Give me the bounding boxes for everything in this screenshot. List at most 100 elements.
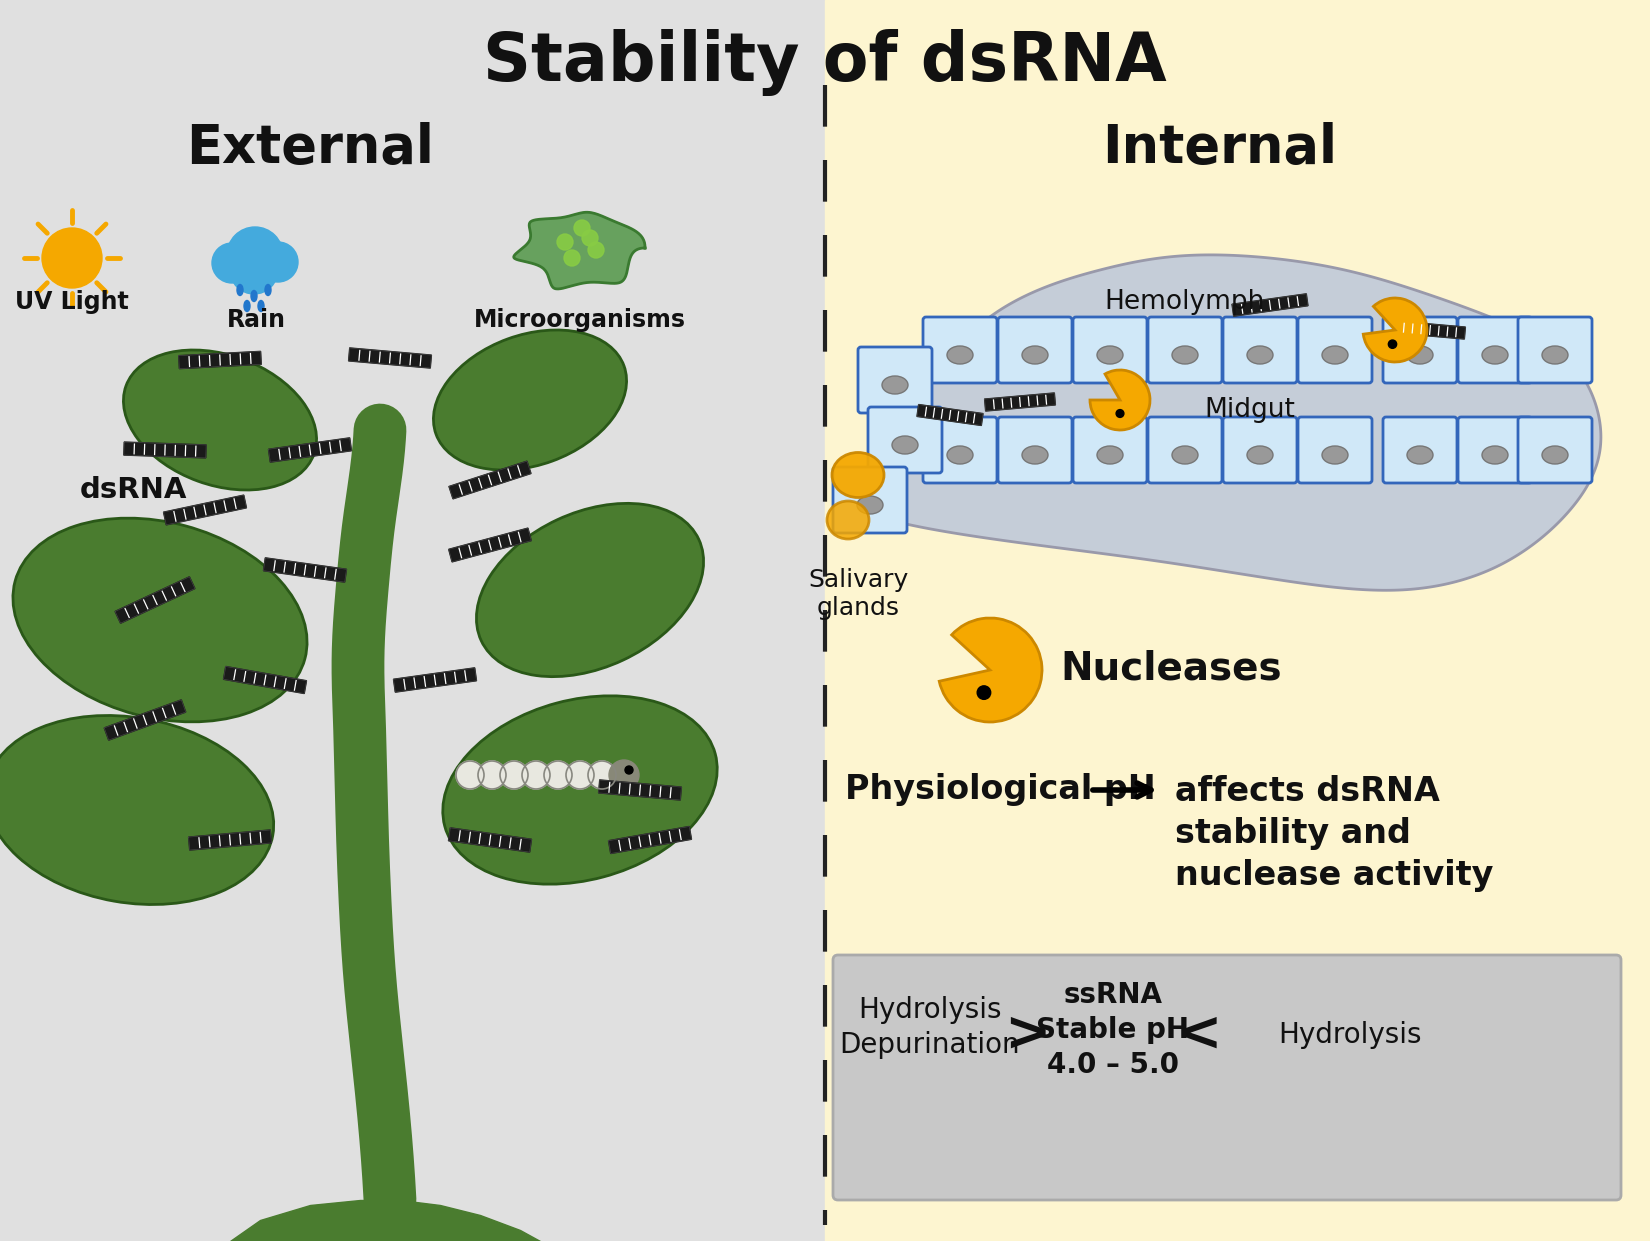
FancyBboxPatch shape bbox=[868, 407, 942, 473]
Ellipse shape bbox=[1097, 446, 1124, 464]
FancyBboxPatch shape bbox=[922, 417, 997, 483]
FancyBboxPatch shape bbox=[1518, 316, 1592, 383]
Circle shape bbox=[566, 761, 594, 789]
Polygon shape bbox=[104, 700, 186, 740]
Ellipse shape bbox=[434, 330, 627, 470]
Polygon shape bbox=[609, 827, 691, 854]
FancyBboxPatch shape bbox=[833, 956, 1620, 1200]
Circle shape bbox=[587, 242, 604, 258]
FancyBboxPatch shape bbox=[1148, 417, 1223, 483]
FancyBboxPatch shape bbox=[858, 347, 932, 413]
FancyBboxPatch shape bbox=[1072, 316, 1147, 383]
Ellipse shape bbox=[1407, 446, 1432, 464]
Circle shape bbox=[625, 766, 634, 774]
Text: Rain: Rain bbox=[226, 308, 285, 333]
Circle shape bbox=[521, 761, 549, 789]
Circle shape bbox=[564, 249, 581, 266]
Bar bbox=[0, 0, 825, 1241]
Polygon shape bbox=[449, 462, 531, 499]
Polygon shape bbox=[917, 405, 983, 426]
Bar bbox=[825, 0, 1650, 1241]
Polygon shape bbox=[599, 779, 681, 800]
Text: Hydrolysis: Hydrolysis bbox=[1279, 1021, 1422, 1049]
Ellipse shape bbox=[257, 300, 264, 311]
Ellipse shape bbox=[947, 346, 973, 364]
Polygon shape bbox=[223, 666, 307, 694]
Ellipse shape bbox=[1172, 446, 1198, 464]
Text: dsRNA: dsRNA bbox=[79, 477, 186, 504]
FancyBboxPatch shape bbox=[1459, 316, 1531, 383]
Circle shape bbox=[1115, 410, 1124, 417]
Polygon shape bbox=[985, 393, 1056, 411]
Circle shape bbox=[228, 227, 284, 283]
Polygon shape bbox=[269, 438, 351, 462]
Circle shape bbox=[1388, 340, 1396, 349]
Circle shape bbox=[257, 242, 299, 282]
Ellipse shape bbox=[1543, 346, 1567, 364]
Ellipse shape bbox=[477, 504, 703, 676]
Polygon shape bbox=[449, 529, 531, 562]
Text: External: External bbox=[186, 122, 434, 174]
FancyBboxPatch shape bbox=[1148, 316, 1223, 383]
FancyBboxPatch shape bbox=[1299, 417, 1373, 483]
Polygon shape bbox=[513, 212, 645, 289]
Circle shape bbox=[609, 759, 639, 791]
Circle shape bbox=[977, 686, 990, 700]
FancyBboxPatch shape bbox=[1459, 417, 1531, 483]
Text: UV Light: UV Light bbox=[15, 290, 129, 314]
Text: Stability of dsRNA: Stability of dsRNA bbox=[483, 29, 1167, 96]
Ellipse shape bbox=[893, 436, 917, 454]
Circle shape bbox=[41, 228, 102, 288]
Polygon shape bbox=[178, 351, 261, 369]
Circle shape bbox=[544, 761, 573, 789]
Ellipse shape bbox=[124, 350, 317, 490]
Ellipse shape bbox=[1021, 346, 1048, 364]
Polygon shape bbox=[116, 577, 195, 623]
Circle shape bbox=[558, 235, 573, 249]
Polygon shape bbox=[124, 442, 206, 458]
FancyBboxPatch shape bbox=[1299, 316, 1373, 383]
Ellipse shape bbox=[883, 376, 908, 393]
Text: <: < bbox=[1175, 1008, 1221, 1062]
Text: Microorganisms: Microorganisms bbox=[474, 308, 686, 333]
Wedge shape bbox=[1363, 298, 1427, 362]
Text: ssRNA: ssRNA bbox=[1064, 980, 1163, 1009]
Ellipse shape bbox=[827, 501, 870, 539]
Ellipse shape bbox=[947, 446, 973, 464]
FancyBboxPatch shape bbox=[998, 316, 1072, 383]
Circle shape bbox=[211, 243, 252, 283]
Text: affects dsRNA
stability and
nuclease activity: affects dsRNA stability and nuclease act… bbox=[1175, 774, 1493, 892]
Text: Midgut: Midgut bbox=[1204, 397, 1295, 423]
Circle shape bbox=[574, 220, 591, 236]
Ellipse shape bbox=[251, 290, 257, 302]
Ellipse shape bbox=[1021, 446, 1048, 464]
Ellipse shape bbox=[0, 716, 274, 905]
Wedge shape bbox=[939, 618, 1043, 722]
Text: Depurination: Depurination bbox=[840, 1031, 1020, 1059]
Ellipse shape bbox=[442, 696, 718, 884]
Ellipse shape bbox=[1407, 346, 1432, 364]
Ellipse shape bbox=[832, 453, 884, 498]
Ellipse shape bbox=[266, 284, 271, 295]
FancyBboxPatch shape bbox=[1383, 316, 1457, 383]
Ellipse shape bbox=[1247, 346, 1274, 364]
Ellipse shape bbox=[1322, 446, 1348, 464]
Ellipse shape bbox=[1482, 446, 1508, 464]
Text: Hemolymph: Hemolymph bbox=[1106, 289, 1266, 315]
Ellipse shape bbox=[13, 519, 307, 722]
Circle shape bbox=[587, 761, 615, 789]
Ellipse shape bbox=[1247, 446, 1274, 464]
Text: >: > bbox=[1003, 1008, 1051, 1062]
Polygon shape bbox=[1394, 321, 1465, 339]
Circle shape bbox=[455, 761, 483, 789]
Polygon shape bbox=[264, 558, 346, 582]
FancyBboxPatch shape bbox=[998, 417, 1072, 483]
Text: Stable pH: Stable pH bbox=[1036, 1016, 1190, 1044]
Ellipse shape bbox=[1097, 346, 1124, 364]
Wedge shape bbox=[1091, 370, 1150, 429]
Polygon shape bbox=[1233, 294, 1308, 316]
Circle shape bbox=[478, 761, 507, 789]
Ellipse shape bbox=[1543, 446, 1567, 464]
FancyBboxPatch shape bbox=[1072, 417, 1147, 483]
Polygon shape bbox=[188, 830, 271, 850]
